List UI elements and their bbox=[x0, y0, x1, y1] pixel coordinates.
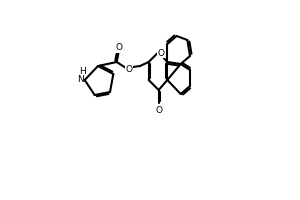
Text: H: H bbox=[79, 68, 86, 76]
Text: O: O bbox=[155, 106, 162, 114]
Text: O: O bbox=[116, 44, 123, 52]
Text: O: O bbox=[125, 66, 132, 74]
Text: N: N bbox=[76, 75, 83, 84]
Text: O: O bbox=[157, 48, 164, 58]
